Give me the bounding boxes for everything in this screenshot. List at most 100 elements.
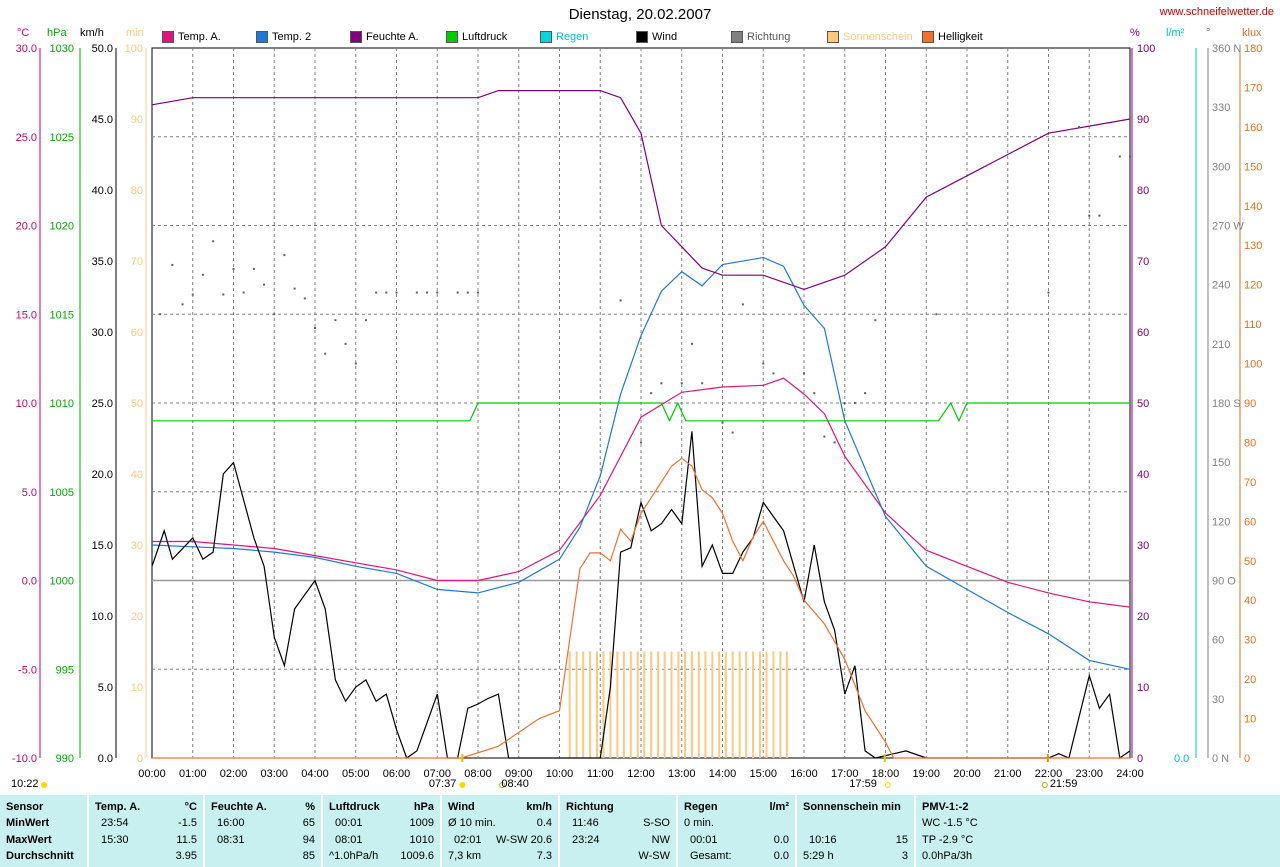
legend-swatch: [162, 31, 174, 43]
sun-tick-label: 50: [131, 398, 143, 410]
direction-tick-label: 330: [1212, 102, 1230, 114]
legend-label: Sonnenschein: [843, 31, 913, 43]
stats-regen-duration: 0 min.: [684, 817, 714, 829]
x-tick-label: 07:00: [423, 768, 451, 780]
pressure-tick-label: 1015: [50, 309, 74, 321]
stats-feuchte-max: 94: [302, 834, 315, 846]
sun-tick-label: 30: [131, 540, 143, 552]
stats-richtung-max-time: 23:24: [572, 834, 600, 846]
legend-item-richtung: Richtung: [731, 31, 790, 43]
stats-temp-max: 11.5: [176, 834, 197, 846]
stats-luftdruck-min-time: 00:01: [335, 817, 363, 829]
stats-pmv-title: PMV-1:-2: [922, 801, 969, 813]
chart-header: Dienstag, 20.02.2007 www.schneifelwetter…: [0, 0, 1280, 48]
stats-richtung-min: S-SO: [643, 817, 670, 829]
humidity-unit: %: [1130, 27, 1140, 39]
direction-dot: [874, 319, 877, 322]
direction-dot: [660, 382, 663, 385]
direction-dot: [864, 392, 867, 395]
direction-dot: [334, 319, 337, 322]
stats-temp-title: Temp. A.: [95, 801, 141, 813]
light-tick-label: 70: [1244, 477, 1256, 489]
direction-dot: [415, 291, 418, 294]
direction-tick-label: 300: [1212, 161, 1230, 173]
legend-swatch: [731, 31, 743, 43]
direction-dot: [263, 283, 266, 286]
stats-pmv-windchill: WC -1.5 °C: [922, 817, 978, 829]
stats-temp-avg: 3.95: [175, 850, 197, 862]
stats-regen-max: 0.0: [773, 834, 789, 846]
x-tick-label: 00:00: [138, 768, 166, 780]
x-tick-label: 06:00: [383, 768, 411, 780]
humidity-tick-label: 90: [1137, 114, 1149, 126]
stats-maxwert-label: MaxWert: [6, 834, 52, 846]
stats-col-regen: Regen l/m² 0 min. 00:01 0.0 Gesamt: 0.0: [678, 795, 795, 867]
series-line-temp-a-: [152, 377, 1131, 608]
stats-wind-avg10: 0.4: [536, 817, 552, 829]
stats-luftdruck-unit: hPa: [413, 801, 434, 813]
x-tick-label: 14:00: [709, 768, 737, 780]
direction-dot: [640, 441, 642, 444]
sun-tick-label: 100: [125, 43, 143, 55]
legend-item-temp-2: Temp. 2: [256, 31, 311, 43]
pressure-tick-label: 990: [56, 753, 74, 765]
light-tick-label: 150: [1244, 161, 1262, 173]
direction-dot: [314, 327, 316, 330]
light-unit: klux: [1242, 27, 1262, 39]
stats-col-sensor: Sensor MinWert MaxWert Durchschnitt: [0, 795, 87, 867]
stats-col-pmv: PMV-1:-2 WC -1.5 °C TP -2.9 °C 0.0hPa/3h: [916, 795, 1280, 867]
temp-tick-label: 20.0: [16, 221, 37, 233]
temp-tick-label: 25.0: [16, 132, 37, 144]
stats-luftdruck-trend: ^1.0hPa/h: [329, 850, 379, 862]
wind-tick-label: 35.0: [92, 256, 113, 268]
stats-temp-max-time: 15:30: [101, 834, 129, 846]
direction-dot: [741, 303, 744, 306]
wind-tick-label: 5.0: [98, 682, 113, 694]
series-line-temp-2: [151, 256, 1131, 670]
direction-tick-label: 120: [1212, 516, 1230, 528]
humidity-tick-label: 20: [1137, 611, 1149, 623]
wind-tick-label: 20.0: [92, 469, 113, 481]
rain-unit: l/m²: [1166, 27, 1185, 39]
stats-richtung-title: Richtung: [566, 801, 614, 813]
stats-wind-avg: 7.3: [536, 850, 552, 862]
stats-regen-total: 0.0: [773, 850, 789, 862]
direction-dot: [680, 382, 683, 385]
stats-table: Sensor MinWert MaxWert Durchschnitt Temp…: [0, 795, 1280, 867]
chart-title: Dienstag, 20.02.2007: [568, 6, 712, 23]
direction-dot: [385, 291, 388, 294]
legend-item-feuchte-a-: Feuchte A.: [350, 31, 419, 43]
direction-dot: [354, 362, 357, 365]
light-tick-label: 30: [1244, 635, 1256, 647]
light-tick-label: 90: [1244, 398, 1256, 410]
wind-tick-label: 50.0: [92, 43, 113, 55]
x-tick-label: 09:00: [505, 768, 533, 780]
direction-dot: [293, 287, 296, 290]
stats-col-richtung: Richtung 11:46 S-SO 23:24 NW W-SW: [560, 795, 676, 867]
direction-dot: [731, 431, 734, 434]
light-tick-label: 130: [1244, 240, 1262, 252]
temp-tick-label: 15.0: [16, 309, 37, 321]
site-link[interactable]: www.schneifelwetter.de: [1159, 6, 1274, 18]
moonset-icon: [1041, 782, 1048, 788]
direction-dot: [1129, 155, 1131, 158]
stats-sonne-title: Sonnenschein min: [803, 801, 901, 813]
stats-col-sonne: Sonnenschein min 10:16 15 5:29 h 3: [797, 795, 914, 867]
direction-dot: [171, 263, 174, 266]
stats-avg-label: Durchschnitt: [6, 850, 74, 862]
legend-label: Luftdruck: [462, 31, 508, 43]
stats-sonne-max: 15: [895, 834, 908, 846]
light-tick-label: 80: [1244, 437, 1256, 449]
moon-icon: [499, 782, 506, 788]
direction-dot: [833, 441, 836, 444]
stats-sonne-avg: 3: [901, 850, 908, 862]
direction-dot: [1098, 214, 1101, 217]
x-tick-label: 17:00: [831, 768, 859, 780]
stats-sensor-header: Sensor: [6, 801, 44, 813]
stats-feuchte-min: 65: [302, 817, 315, 829]
stats-pmv-dewpoint: TP -2.9 °C: [922, 834, 974, 846]
sunrise-time: 07:37: [429, 778, 457, 790]
pressure-tick-label: 1010: [50, 398, 74, 410]
direction-tick-label: 150: [1212, 457, 1230, 469]
temp-tick-label: 10.0: [16, 398, 37, 410]
